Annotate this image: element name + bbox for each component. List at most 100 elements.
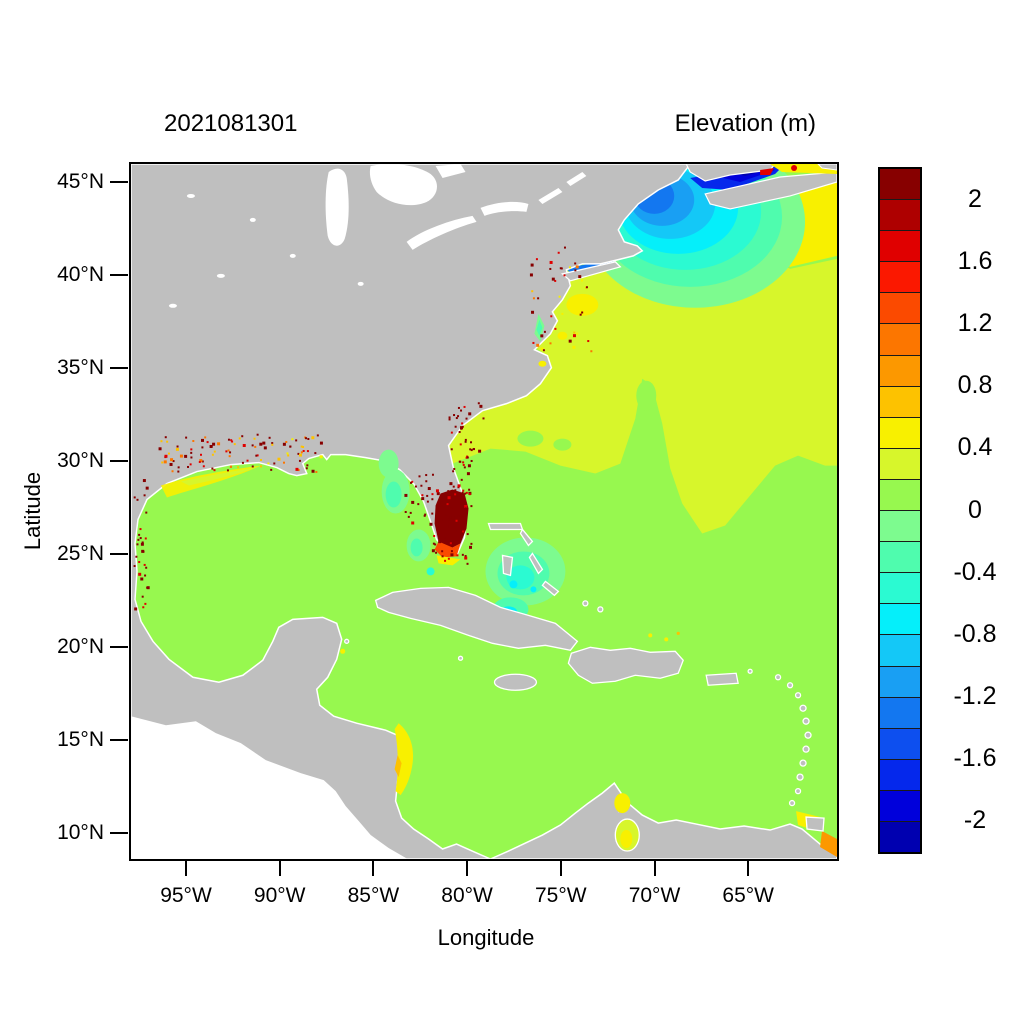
y-tick-label: 10°N xyxy=(57,821,104,844)
long-island xyxy=(561,261,622,282)
nova-scotia-land xyxy=(704,171,837,210)
x-tick-label: 95°W xyxy=(160,884,212,907)
cozumel xyxy=(344,638,350,644)
x-tick-label: 75°W xyxy=(535,884,587,907)
colorbar-tick-label: -2 xyxy=(963,806,987,834)
colorbar-segment xyxy=(880,758,920,790)
x-tick-mark xyxy=(278,861,281,876)
green-blob xyxy=(553,438,572,451)
x-tick-mark xyxy=(185,861,187,876)
y-tick-label: 40°N xyxy=(57,263,104,286)
x-tick-mark xyxy=(372,861,375,876)
outside-domain-white xyxy=(131,716,408,859)
x-tick-mark xyxy=(559,861,562,876)
caicos xyxy=(597,606,604,613)
newfoundland-sliver xyxy=(817,164,837,171)
colorbar-segment xyxy=(880,416,920,448)
hispaniola xyxy=(567,646,684,684)
plot-timestamp: 2021081301 xyxy=(164,110,298,137)
turks xyxy=(582,600,589,607)
colorbar-tick-label: 1.2 xyxy=(957,309,993,338)
corner-red-speck xyxy=(791,164,798,171)
x-tick-label: 65°W xyxy=(722,884,774,907)
atlantic-band xyxy=(448,251,837,534)
jamaica xyxy=(493,673,538,691)
colorbar-segment xyxy=(880,510,920,542)
andros xyxy=(501,554,514,577)
y-tick-mark xyxy=(110,274,128,276)
green-blob xyxy=(636,380,657,411)
x-tick-mark xyxy=(747,861,750,876)
colorbar-segment xyxy=(880,292,920,324)
new-brunswick-land xyxy=(685,164,776,182)
grand-bahama xyxy=(487,522,524,531)
colorbar xyxy=(878,167,922,854)
colorbar-segment xyxy=(880,603,920,635)
x-tick-label: 70°W xyxy=(628,884,681,907)
y-tick-label: 25°N xyxy=(57,542,104,565)
colorbar-title: Elevation (m) xyxy=(674,110,816,137)
colorbar-segment xyxy=(880,478,920,511)
colorbar-tick-label: 0.4 xyxy=(957,433,993,462)
colorbar-segment xyxy=(880,727,920,759)
colorbar-tick-label: 0.8 xyxy=(957,371,993,400)
north-america-land xyxy=(131,164,837,859)
colorbar-tick-label: -0.8 xyxy=(953,619,997,648)
colorbar-segment xyxy=(880,634,920,666)
y-tick-label: 30°N xyxy=(57,449,104,472)
colorbar-segment xyxy=(880,385,920,417)
puerto-rico xyxy=(705,672,739,686)
eleuthera xyxy=(528,552,544,575)
colorbar-segment xyxy=(880,447,920,479)
colorbar-segment xyxy=(880,261,920,293)
y-tick-mark xyxy=(110,553,128,555)
elevation-map xyxy=(131,164,837,859)
colorbar-segment xyxy=(880,789,920,821)
colorbar-segment xyxy=(880,354,920,386)
colorbar-segment xyxy=(880,665,920,697)
coastal-speckles xyxy=(133,246,593,611)
long-island-bahamas xyxy=(541,580,560,597)
y-tick-mark xyxy=(110,367,128,369)
x-tick-label: 85°W xyxy=(347,884,400,907)
map-canvas xyxy=(129,162,839,861)
colorbar-segment xyxy=(880,169,920,200)
y-axis-label: Latitude xyxy=(20,471,45,551)
x-tick-mark xyxy=(466,861,469,876)
colorbar-tick-label: 0 xyxy=(968,495,982,524)
colorbar-segment xyxy=(880,572,920,604)
colorbar-segment xyxy=(880,230,920,262)
y-tick-label: 45°N xyxy=(57,170,104,193)
x-tick-mark xyxy=(653,861,656,876)
y-tick-label: 15°N xyxy=(57,728,104,751)
y-tick-mark xyxy=(110,739,128,741)
colorbar-tick-label: -1.2 xyxy=(953,681,997,710)
cuba xyxy=(374,586,579,652)
great-lakes xyxy=(168,164,587,308)
colorbar-tick-label: -1.6 xyxy=(953,743,997,772)
cayman xyxy=(457,655,464,661)
colorbar-segment xyxy=(880,696,920,728)
abaco xyxy=(519,528,534,547)
minas-basin-red xyxy=(760,167,775,175)
colorbar-segment xyxy=(880,820,920,853)
trinidad xyxy=(805,816,825,832)
x-tick-label: 90°W xyxy=(253,884,306,907)
colorbar-tick-label: 2 xyxy=(968,185,982,213)
lesser-antilles xyxy=(747,668,812,807)
x-tick-label: 80°W xyxy=(441,884,493,907)
colorbar-segment xyxy=(880,541,920,573)
colorbar-segment xyxy=(880,323,920,355)
y-tick-mark xyxy=(110,181,128,183)
y-tick-mark xyxy=(110,460,128,462)
y-tick-mark xyxy=(110,646,128,648)
colorbar-tick-label: 1.6 xyxy=(957,247,993,276)
lake-maracaibo xyxy=(614,818,640,852)
green-blob xyxy=(517,430,544,447)
y-tick-mark xyxy=(110,832,128,834)
x-axis-label: Longitude xyxy=(437,925,535,950)
y-tick-label: 35°N xyxy=(57,356,104,379)
colorbar-segment xyxy=(880,199,920,231)
colorbar-tick-label: -0.4 xyxy=(953,557,997,586)
